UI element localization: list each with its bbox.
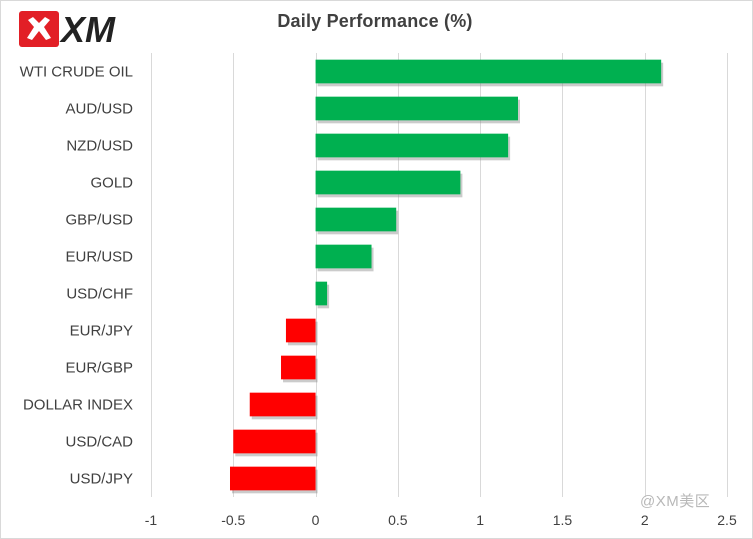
xm-logo-graphic: XM [19,9,116,50]
category-label: USD/CAD [65,434,133,451]
category-label: WTI CRUDE OIL [20,64,133,81]
category-label: USD/JPY [70,471,133,488]
bull-icon [27,17,51,40]
chart-title: Daily Performance (%) [277,11,473,31]
x-tick-label: 1.5 [553,512,573,528]
x-tick-label: 2 [641,512,649,528]
x-tick-label: -1 [145,512,158,528]
category-label: DOLLAR INDEX [23,397,133,414]
category-label: EUR/USD [65,249,133,266]
bar [315,244,372,269]
bar [315,59,662,84]
bar [229,466,316,491]
category-label: USD/CHF [66,286,133,303]
x-tick-label: 1 [476,512,484,528]
category-label: AUD/USD [65,101,133,118]
bar [315,281,328,306]
xm-logo: XM [19,9,151,50]
bar [249,392,316,417]
category-label: GOLD [90,175,133,192]
bar [281,355,316,380]
category-label: GBP/USD [65,212,133,229]
bar [315,96,518,121]
bar [315,207,397,232]
category-label: NZD/USD [66,138,133,155]
logo-text: XM [59,9,116,49]
x-tick-label: 2.5 [717,512,737,528]
watermark: @XM美区 [640,493,711,510]
bar [315,133,509,158]
bar [233,429,316,454]
category-label: EUR/JPY [70,323,133,340]
x-tick-label: -0.5 [221,512,245,528]
bar [315,170,461,195]
x-tick-label: 0 [312,512,320,528]
bar [285,318,316,343]
category-label: EUR/GBP [65,360,133,377]
x-tick-label: 0.5 [388,512,408,528]
